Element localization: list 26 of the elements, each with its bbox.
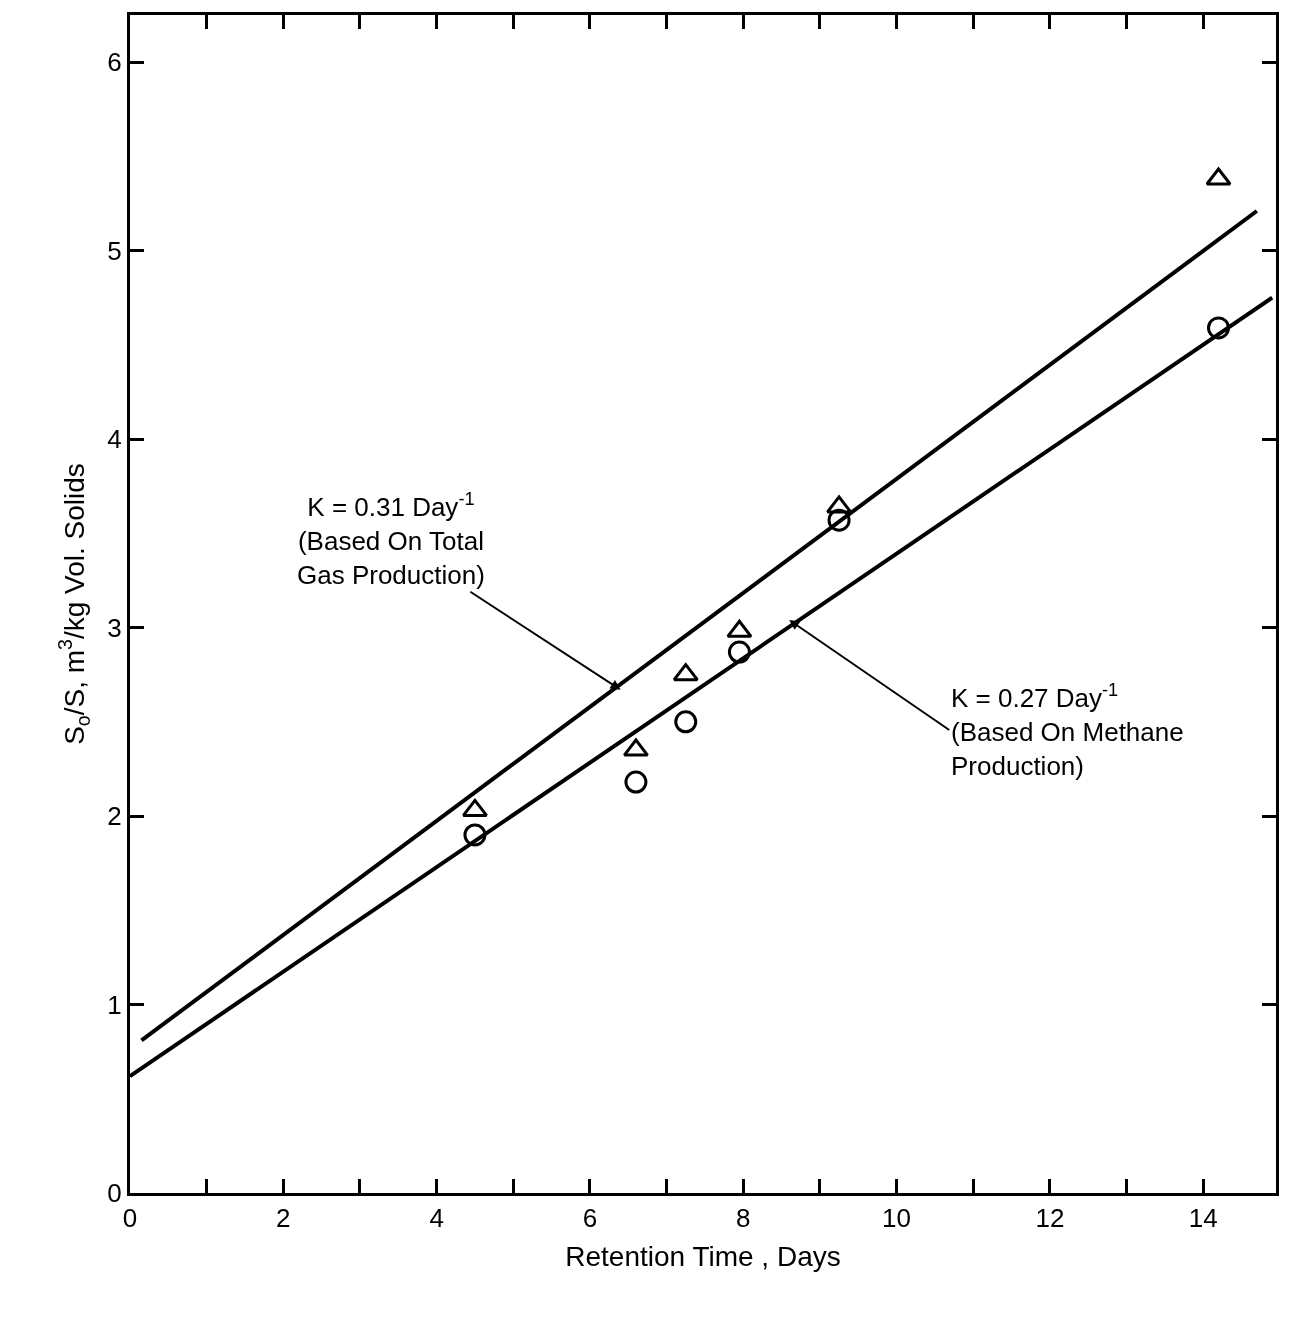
y-tick-label: 6 [107,47,122,78]
x-tick-label: 12 [1035,1203,1065,1234]
annotation: K = 0.27 Day$^{-1}$ (Based On Methane Production) [951,680,1184,781]
y-tick-label: 1 [107,989,122,1020]
y-tick-label: 2 [107,801,122,832]
x-tick-label: 14 [1188,1203,1218,1234]
point [672,663,699,682]
y-tick-label: 3 [107,612,122,643]
y-tick-label: 4 [107,424,122,455]
point [674,710,698,734]
point [1207,316,1231,340]
x-tick-label: 8 [736,1203,751,1234]
x-tick-label: 10 [882,1203,912,1234]
annotation: K = 0.31 Day$^{-1}$ (Based On Total Gas Production) [297,489,485,590]
point [827,508,851,532]
x-tick-label: 6 [582,1203,598,1234]
y-tick-label: 5 [107,235,122,266]
point [624,770,648,794]
point [463,823,487,847]
x-axis-title: Retention Time , Days [565,1241,841,1273]
y-tick-label: 0 [107,1178,122,1209]
point [727,640,751,664]
x-tick-label: 4 [429,1203,444,1234]
point [1205,167,1232,186]
x-tick-label: 2 [276,1203,291,1234]
point [826,495,853,514]
